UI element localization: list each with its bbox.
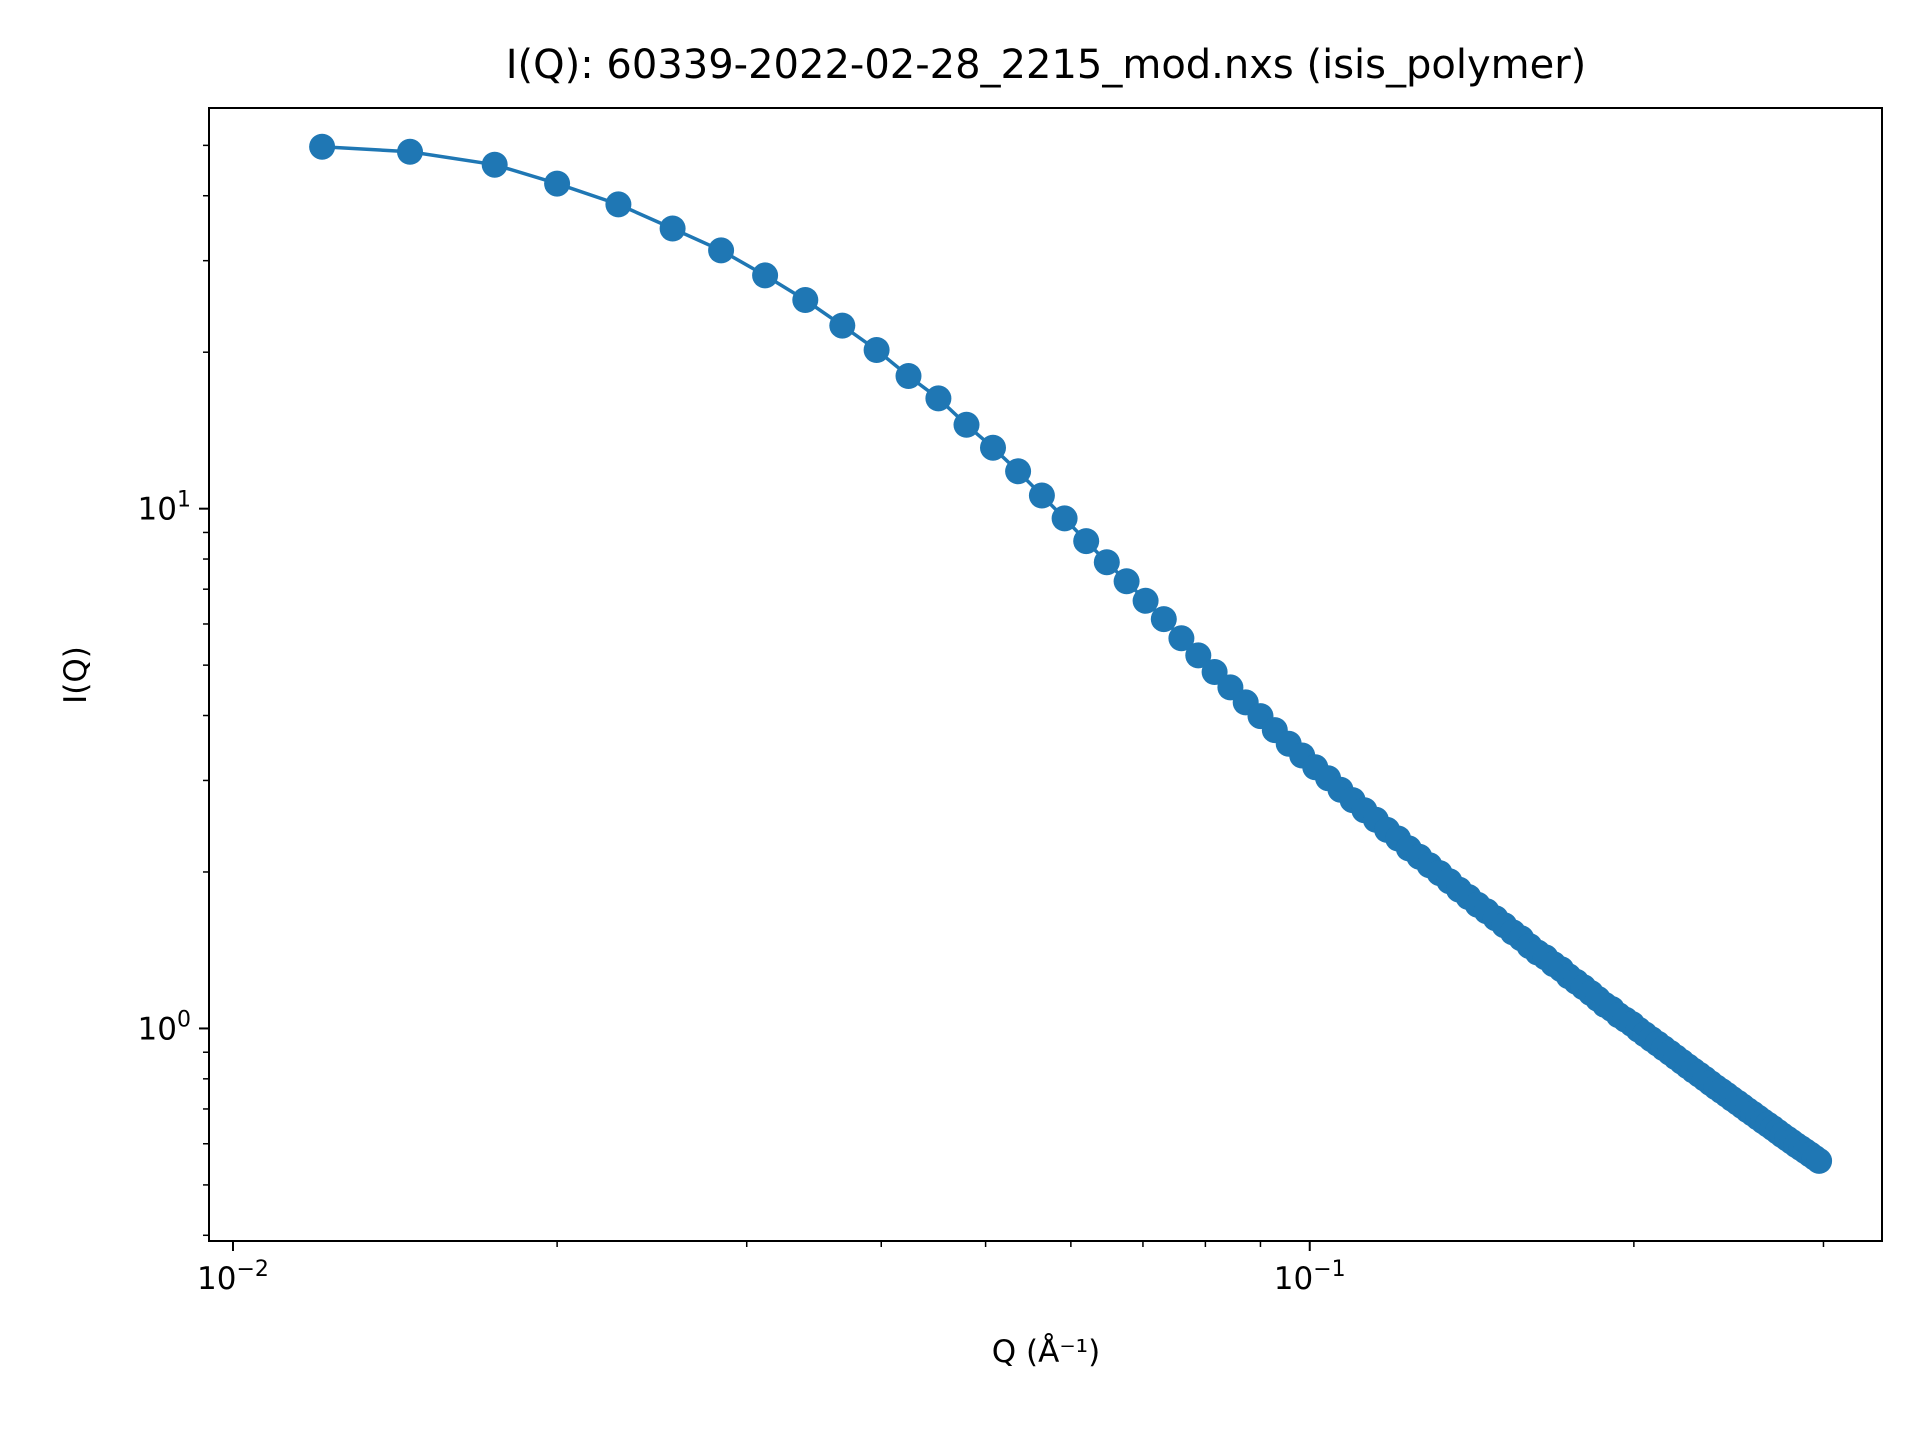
x-axis-label: Q (Å⁻¹)	[992, 1334, 1100, 1370]
x-tick-label: 10−1	[1274, 1257, 1346, 1297]
chart-title: I(Q): 60339-2022-02-28_2215_mod.nxs (isi…	[506, 42, 1587, 88]
axes-frame	[208, 107, 1883, 1242]
data-point	[1150, 606, 1177, 633]
data-point	[792, 287, 819, 313]
data-point	[1028, 482, 1055, 509]
data-point	[863, 337, 890, 363]
data-point	[895, 363, 922, 389]
data-point	[953, 411, 980, 438]
data-point	[1093, 549, 1120, 576]
data-point	[980, 434, 1006, 461]
data-point	[1132, 587, 1159, 614]
x-axis-ticks: 10−2 10−1	[197, 1241, 1825, 1297]
data-point	[309, 133, 336, 160]
data-point	[708, 237, 735, 264]
y-axis-ticks: 100 101	[138, 144, 209, 1237]
data-point	[1168, 625, 1195, 652]
data-point	[397, 138, 423, 165]
y-tick-label: 101	[138, 488, 191, 528]
y-axis-label: I(Q)	[58, 646, 94, 704]
data-point	[829, 312, 856, 339]
data-point	[925, 385, 952, 412]
y-tick-label: 100	[138, 1007, 191, 1047]
data-point	[659, 215, 686, 242]
data-point	[605, 191, 632, 218]
data-point	[481, 151, 508, 178]
data-point	[544, 170, 571, 197]
plot-area	[309, 133, 1833, 1174]
x-tick-label: 10−2	[197, 1257, 269, 1297]
data-point	[752, 262, 779, 289]
data-point	[1051, 505, 1078, 532]
data-point	[1806, 1147, 1833, 1174]
data-point	[1113, 568, 1140, 595]
data-point	[1185, 642, 1212, 669]
data-point	[1005, 458, 1032, 485]
data-point	[1073, 528, 1100, 555]
